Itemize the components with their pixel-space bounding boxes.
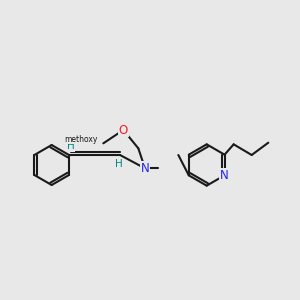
Text: H: H bbox=[116, 159, 123, 169]
Text: N: N bbox=[141, 162, 149, 175]
Text: N: N bbox=[220, 169, 229, 182]
Text: methoxy: methoxy bbox=[64, 135, 97, 144]
Text: H: H bbox=[67, 141, 74, 151]
Text: O: O bbox=[119, 124, 128, 136]
